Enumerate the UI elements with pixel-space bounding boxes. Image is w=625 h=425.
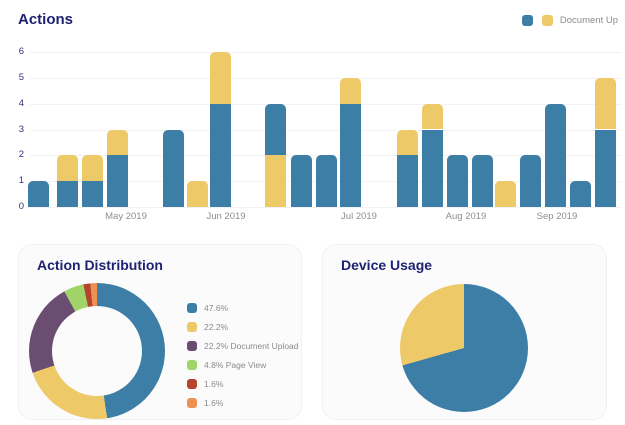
distribution-legend-item-3[interactable]: 4.8% Page View [187,360,299,370]
y-axis-tick-label: 0 [18,201,24,212]
y-axis-tick-label: 1 [18,175,24,187]
bar-segment-blue[interactable] [545,103,566,207]
legend-label: 1.6% [204,379,224,389]
actions-title: Actions [18,11,74,28]
x-axis-month-label: Jun 2019 [206,211,246,222]
bar-segment-yellow[interactable] [82,155,103,182]
actions-chart-card: Actions Document Up 0 1 2 3 4 5 6 May 2019 Jun 2… [18,11,622,222]
legend-swatch-icon [187,341,197,351]
actions-legend-item-1[interactable]: Document Up [541,15,618,26]
bar-segment-yellow[interactable] [340,77,361,104]
action-distribution-donut-chart[interactable] [29,283,165,419]
bar-segment-yellow[interactable] [107,129,128,156]
legend-label: 22.2% [204,322,229,332]
gridline [30,52,622,53]
device-usage-card: Device Usage [322,244,607,420]
distribution-legend-item-4[interactable]: 1.6% [187,379,299,389]
legend-swatch-icon [521,15,533,26]
bar-segment-blue[interactable] [397,155,418,207]
y-axis-tick-label: 4 [18,97,24,109]
legend-label: Document Up [559,15,618,26]
y-axis-tick-label: 3 [18,123,24,135]
bar-segment-blue[interactable] [163,129,184,207]
bar-segment-yellow[interactable] [397,129,418,156]
x-axis-month-label: Aug 2019 [445,211,487,222]
bar-segment-blue[interactable] [595,129,616,207]
actions-legend: Document Up [521,15,618,26]
legend-swatch-icon [541,15,553,26]
legend-label: 22.2% Document Upload [204,341,299,351]
bar-segment-yellow[interactable] [422,103,443,130]
distribution-legend-item-1[interactable]: 22.2% [187,322,299,332]
gridline [30,103,622,105]
bar-segment-yellow[interactable] [265,155,286,207]
bar-segment-blue[interactable] [447,155,468,207]
bar-segment-blue[interactable] [316,155,337,207]
y-axis-tick-label: 2 [18,149,24,161]
legend-swatch-icon [187,398,197,408]
bar-segment-blue[interactable] [472,155,493,207]
distribution-legend-item-0[interactable]: 47.6% [187,303,299,313]
bar-segment-yellow[interactable] [495,181,516,207]
legend-label: 47.6% [204,303,229,313]
device-usage-title: Device Usage [341,257,433,273]
bar-segment-blue[interactable] [28,181,49,207]
legend-swatch-icon [187,322,197,332]
bar-segment-blue[interactable] [107,155,128,207]
bar-segment-blue[interactable] [520,155,541,207]
legend-swatch-icon [187,360,197,370]
legend-swatch-icon [187,303,197,313]
distribution-legend-item-5[interactable]: 1.6% [187,398,299,408]
bar-segment-blue[interactable] [265,103,286,156]
bar-segment-yellow[interactable] [57,155,78,182]
x-axis-month-label: May 2019 [105,211,147,222]
x-axis-month-label: Sep 2019 [536,211,578,222]
gridline [30,129,622,131]
legend-label: 1.6% [204,398,224,408]
action-distribution-card: Action Distribution 47.6% 22.2% 22.2% Docu… [18,244,302,420]
bar-segment-blue[interactable] [340,103,361,207]
gridline [30,207,622,208]
actions-legend-item-0[interactable] [521,15,533,26]
action-distribution-title: Action Distribution [37,257,163,273]
donut-hole [52,306,142,396]
legend-swatch-icon [187,379,197,389]
bar-segment-yellow[interactable] [595,77,616,130]
bar-segment-yellow[interactable] [210,52,231,104]
action-distribution-legend: 47.6% 22.2% 22.2% Document Upload 4.8% Page… [187,303,299,408]
bar-segment-yellow[interactable] [187,181,208,207]
bar-segment-blue[interactable] [422,129,443,207]
bar-segment-blue[interactable] [570,181,591,207]
y-axis-tick-label: 6 [18,46,24,57]
device-usage-pie-chart[interactable] [400,284,528,412]
bar-segment-blue[interactable] [57,181,78,207]
y-axis-tick-label: 5 [18,71,24,83]
bar-segment-blue[interactable] [210,103,231,207]
legend-label: 4.8% Page View [204,360,267,370]
gridline [30,77,622,79]
bar-segment-blue[interactable] [291,155,312,207]
x-axis-month-label: Jul 2019 [341,211,377,222]
bar-segment-blue[interactable] [82,181,103,207]
distribution-legend-item-2[interactable]: 22.2% Document Upload [187,341,299,351]
